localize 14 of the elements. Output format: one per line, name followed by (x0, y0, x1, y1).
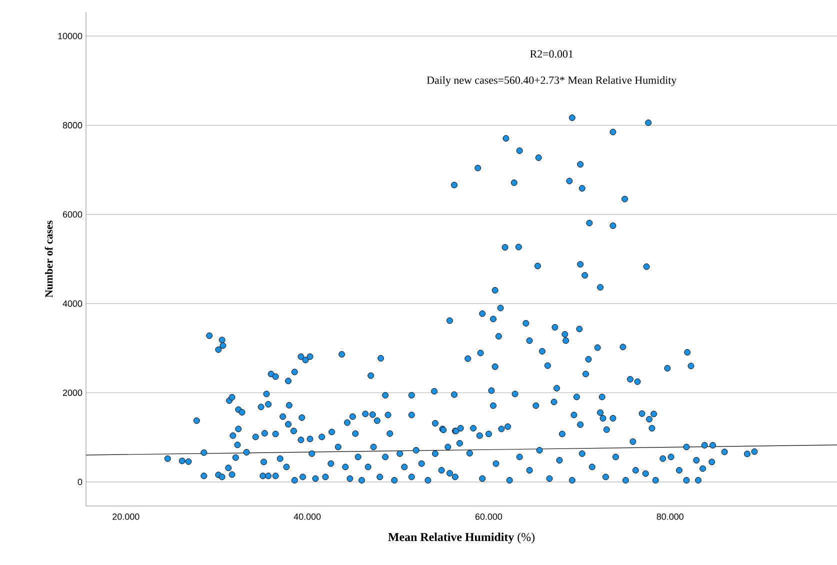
x-tick-label: 60.000 (475, 514, 502, 520)
y-tick-label: 0 (78, 478, 82, 486)
x-tick-label: 40.000 (294, 514, 321, 520)
y-tick-label: 2000 (62, 390, 82, 396)
annotation: Daily new cases=560.40+2.73* Mean Relative Humidity (426, 76, 677, 86)
x-tick-label: 80.000 (656, 514, 684, 520)
x-tick-label: 20.000 (112, 514, 140, 520)
y-axis-title: Number of cases (44, 220, 53, 298)
x-axis-title: Mean Relative Humidity (%) (388, 532, 535, 544)
y-tick-label: 6000 (62, 211, 82, 218)
y-tick-label: 8000 (62, 122, 82, 128)
annotation: R2=0.001 (530, 50, 573, 58)
y-tick-label: 10000 (58, 32, 82, 40)
y-tick-label: 4000 (62, 300, 82, 307)
